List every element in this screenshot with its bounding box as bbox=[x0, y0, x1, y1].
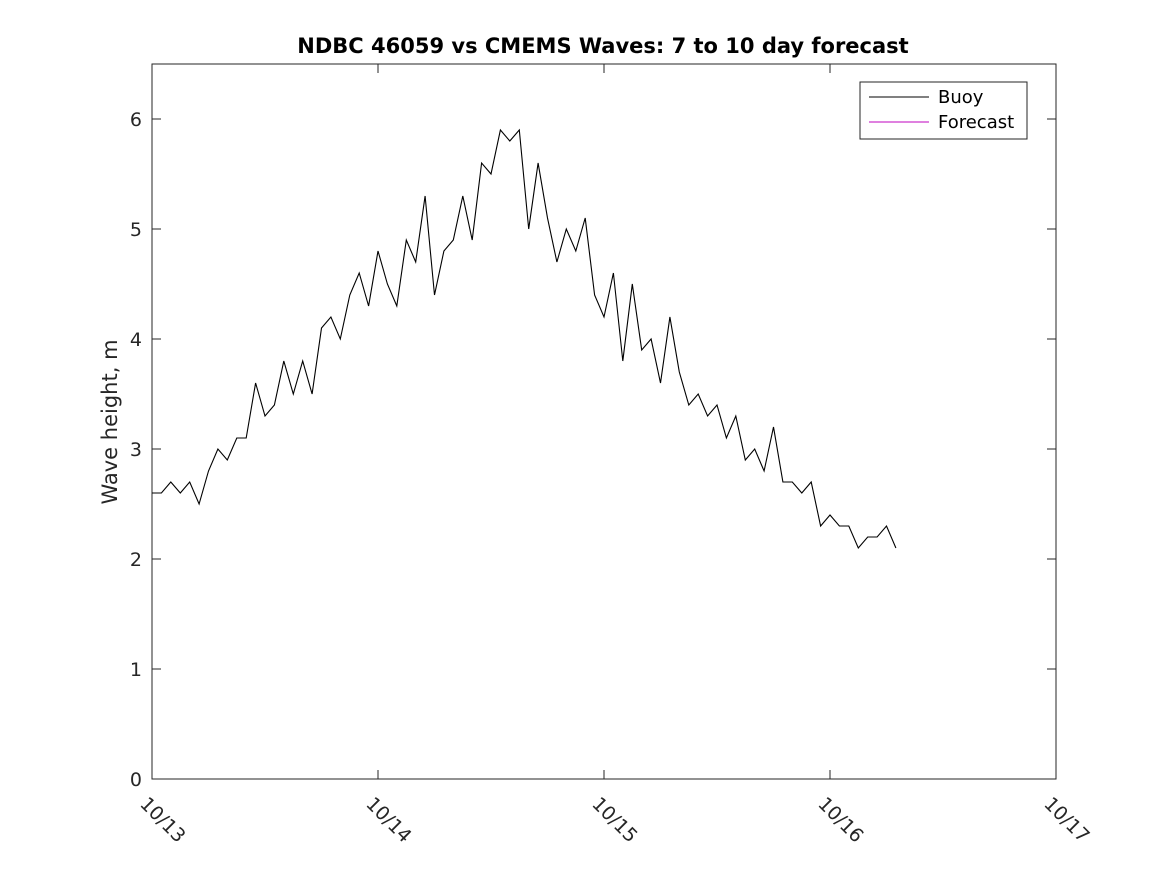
legend-label-buoy: Buoy bbox=[938, 87, 984, 108]
y-axis-label: Wave height, m bbox=[98, 339, 122, 504]
y-tick-label: 2 bbox=[130, 549, 142, 571]
series-layer bbox=[152, 128, 897, 550]
legend-box bbox=[859, 81, 1028, 140]
y-tick-label: 6 bbox=[130, 109, 142, 131]
legend-label-forecast: Forecast bbox=[938, 112, 1014, 133]
chart-title: NDBC 46059 vs CMEMS Waves: 7 to 10 day f… bbox=[297, 34, 908, 58]
y-axis: 0 1 2 3 4 5 6 bbox=[130, 109, 1056, 791]
y-tick-label: 5 bbox=[130, 219, 142, 241]
y-tick-label: 3 bbox=[130, 439, 142, 461]
legend: Buoy Forecast bbox=[859, 81, 1028, 140]
y-tick-label: 4 bbox=[130, 329, 142, 351]
series-line-buoy bbox=[152, 128, 897, 550]
plot-area bbox=[151, 63, 1057, 780]
y-tick-label: 0 bbox=[130, 769, 142, 791]
y-tick-label: 1 bbox=[130, 659, 142, 681]
